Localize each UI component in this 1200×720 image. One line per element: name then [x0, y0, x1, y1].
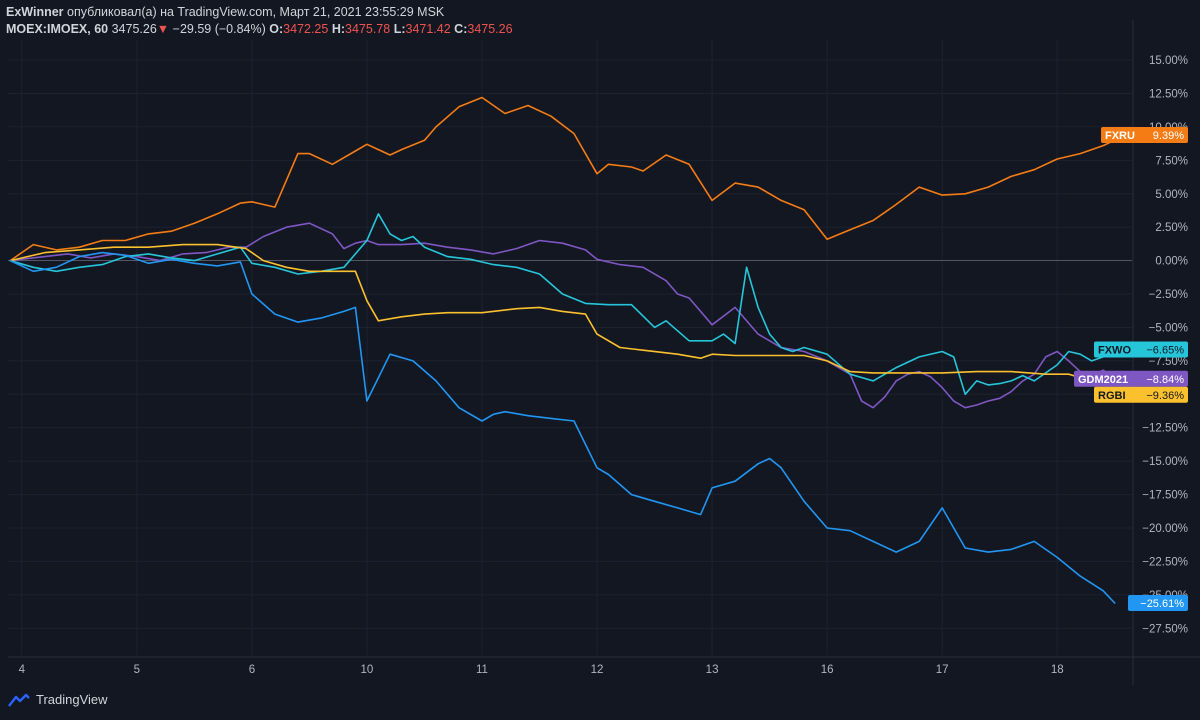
low-value: 3471.42 [405, 22, 451, 36]
x-tick-label: 16 [821, 664, 834, 676]
series-last-value-label: −25.61% [1140, 598, 1184, 610]
series-line-imoex[interactable] [9, 251, 1116, 604]
tradingview-logo-icon [8, 693, 30, 707]
x-tick-label: 13 [706, 664, 719, 676]
series-last-value-label: −9.36% [1146, 390, 1184, 402]
footer-branding: TradingView [8, 692, 108, 707]
y-tick-label: −7.50% [1149, 356, 1188, 368]
y-tick-label: −15.00% [1142, 456, 1188, 468]
open-label: O: [269, 22, 284, 36]
close-label: C: [454, 22, 468, 36]
y-tick-label: 2.50% [1155, 222, 1188, 234]
chart-header: ExWinner опубликовал(а) на TradingView.c… [6, 4, 513, 38]
y-tick-label: 15.00% [1149, 55, 1188, 67]
close-value: 3475.26 [467, 22, 513, 36]
y-tick-label: −2.50% [1149, 289, 1188, 301]
publish-info: ExWinner опубликовал(а) на TradingView.c… [6, 4, 513, 21]
x-tick-label: 17 [936, 664, 949, 676]
series-name-label: RGBI [1098, 390, 1126, 402]
y-tick-label: −22.50% [1142, 556, 1188, 568]
series-line-fxwo[interactable] [9, 213, 1116, 396]
series-line-fxru[interactable] [9, 96, 1127, 262]
series-last-value-label: −8.84% [1146, 374, 1184, 386]
symbol-name[interactable]: MOEX:IMOEX, 60 [6, 22, 109, 36]
y-tick-label: 5.00% [1155, 189, 1188, 201]
y-tick-label: 7.50% [1155, 155, 1188, 167]
series-line-rgbi[interactable] [9, 243, 1116, 387]
x-tick-label: 10 [361, 664, 374, 676]
high-value: 3475.78 [345, 22, 391, 36]
last-value-badge-imoex [1128, 594, 1188, 611]
series-last-value-label: 9.39% [1153, 130, 1184, 142]
last-price: 3475.26 [111, 22, 157, 36]
high-label: H: [331, 22, 346, 36]
last-value-badge-rgbi [1094, 386, 1188, 403]
symbol-legend: MOEX:IMOEX, 60 3475.26▼ −29.59 (−0.84%) … [6, 21, 513, 38]
price-change: −29.59 (−0.84%) [172, 22, 266, 36]
x-tick-label: 11 [476, 664, 488, 676]
down-arrow-icon: ▼ [156, 22, 170, 36]
series-last-value-label: −6.65% [1146, 345, 1184, 357]
x-tick-label: 6 [249, 664, 255, 676]
low-label: L: [393, 22, 406, 36]
y-tick-label: 0.00% [1155, 256, 1188, 268]
brand-name[interactable]: TradingView [36, 692, 108, 707]
y-tick-label: −12.50% [1142, 423, 1188, 435]
x-tick-label: 12 [591, 664, 604, 676]
x-tick-label: 4 [19, 664, 26, 676]
last-value-badge-fxwo [1094, 341, 1188, 358]
y-tick-label: −20.00% [1142, 523, 1188, 535]
y-tick-label: −17.50% [1142, 490, 1188, 502]
published-text: опубликовал(а) на TradingView.com, Март … [67, 5, 445, 19]
x-tick-label: 18 [1051, 664, 1064, 676]
series-name-label: FXRU [1105, 130, 1135, 142]
series-name-label: FXWO [1098, 345, 1131, 357]
y-tick-label: −5.00% [1149, 322, 1188, 334]
y-tick-label: −27.50% [1142, 623, 1188, 635]
author-name[interactable]: ExWinner [6, 5, 64, 19]
open-value: 3472.25 [283, 22, 329, 36]
x-tick-label: 5 [134, 664, 140, 676]
y-tick-label: 12.50% [1149, 88, 1188, 100]
last-value-badge-gdm2021 [1074, 370, 1188, 387]
series-name-label: GDM2021 [1078, 374, 1128, 386]
series-line-gdm2021[interactable] [9, 222, 1116, 409]
last-value-badge-fxru [1101, 127, 1188, 144]
